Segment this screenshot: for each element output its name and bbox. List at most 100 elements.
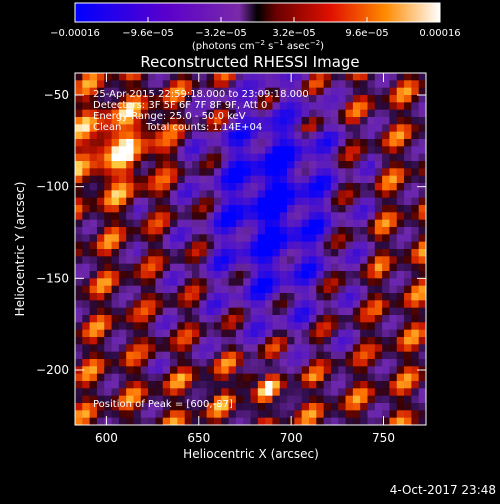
- heatmap-cell: [404, 373, 412, 382]
- heatmap-cell: [367, 359, 376, 367]
- heatmap-cell: [418, 212, 426, 221]
- heatmap-cell: [389, 271, 398, 279]
- heatmap-cell: [148, 373, 157, 382]
- heatmap-cell: [330, 109, 339, 118]
- heatmap-cell: [287, 168, 295, 177]
- heatmap-cell: [279, 197, 288, 206]
- heatmap-cell: [352, 315, 361, 323]
- heatmap-cell: [294, 153, 303, 162]
- heatmap-cell: [235, 359, 244, 367]
- heatmap-cell: [140, 388, 149, 397]
- heatmap-cell: [206, 271, 215, 279]
- heatmap-cell: [316, 197, 325, 206]
- heatmap-cell: [133, 256, 142, 265]
- heatmap-cell: [257, 205, 266, 213]
- heatmap-cell: [148, 139, 157, 147]
- heatmap-cell: [279, 168, 288, 177]
- heatmap-cell: [367, 73, 376, 81]
- heatmap-cell: [257, 271, 266, 279]
- heatmap-cell: [309, 417, 317, 425]
- heatmap-cell: [345, 285, 354, 294]
- heatmap-cell: [228, 241, 237, 250]
- heatmap-cell: [170, 102, 178, 111]
- heatmap-cell: [250, 410, 259, 419]
- heatmap-cell: [316, 366, 325, 375]
- heatmap-cell: [192, 227, 200, 235]
- heatmap-cell: [294, 366, 303, 375]
- heatmap-cell: [323, 109, 332, 118]
- heatmap-cell: [316, 373, 325, 382]
- heatmap-cell: [272, 344, 281, 353]
- plot-frame: [74, 72, 427, 426]
- heatmap-cell: [323, 249, 332, 257]
- heatmap-cell: [177, 366, 186, 375]
- heatmap-cell: [111, 263, 120, 272]
- heatmap-cell: [75, 131, 83, 140]
- heatmap-cell: [89, 146, 98, 155]
- heatmap-cell: [111, 234, 120, 243]
- heatmap-cell: [389, 410, 398, 419]
- heatmap-cell: [192, 263, 200, 272]
- heatmap-cell: [162, 278, 171, 287]
- heatmap-cell: [177, 95, 186, 103]
- heatmap-cell: [265, 102, 274, 111]
- heatmap-cell: [382, 139, 391, 147]
- heatmap-cell: [126, 307, 135, 316]
- heatmap-cell: [389, 315, 398, 323]
- heatmap-cell: [235, 293, 244, 301]
- heatmap-cell: [126, 197, 135, 206]
- heatmap-cell: [155, 190, 164, 199]
- heatmap-cell: [352, 417, 361, 425]
- heatmap-cell: [250, 285, 259, 294]
- heatmap-cell: [323, 329, 332, 338]
- heatmap-cell: [294, 395, 303, 404]
- heatmap-cell: [221, 307, 230, 316]
- heatmap-cell: [213, 102, 222, 111]
- heatmap-cell: [96, 300, 105, 309]
- heatmap-cell: [140, 381, 149, 389]
- heatmap-cell: [96, 315, 105, 323]
- heatmap-cell: [367, 322, 376, 331]
- heatmap-cell: [272, 95, 281, 103]
- heatmap-cell: [184, 146, 193, 155]
- heatmap-cell: [265, 139, 274, 147]
- heatmap-cell: [140, 351, 149, 360]
- heatmap-cell: [279, 124, 288, 133]
- heatmap-cell: [389, 337, 398, 345]
- heatmap-cell: [265, 403, 274, 411]
- heatmap-cell: [96, 153, 105, 162]
- heatmap-cell: [177, 183, 186, 191]
- heatmap-cell: [170, 395, 178, 404]
- heatmap-cell: [184, 359, 193, 367]
- heatmap-cell: [301, 271, 310, 279]
- heatmap-cell: [330, 271, 339, 279]
- heatmap-cell: [155, 395, 164, 404]
- heatmap-cell: [133, 293, 142, 301]
- heatmap-cell: [111, 271, 120, 279]
- heatmap-cell: [162, 205, 171, 213]
- heatmap-cell: [316, 95, 325, 103]
- heatmap-cell: [104, 388, 113, 397]
- heatmap-cell: [352, 205, 361, 213]
- heatmap-cell: [206, 366, 215, 375]
- heatmap-cell: [352, 175, 361, 184]
- heatmap-cell: [96, 80, 105, 89]
- heatmap-cell: [382, 366, 391, 375]
- heatmap-cell: [192, 271, 200, 279]
- heatmap-cell: [382, 388, 391, 397]
- heatmap-cell: [82, 234, 91, 243]
- heatmap-cell: [279, 403, 288, 411]
- heatmap-cell: [272, 366, 281, 375]
- heatmap-cell: [360, 109, 369, 118]
- heatmap-cell: [184, 117, 193, 125]
- heatmap-cell: [111, 315, 120, 323]
- heatmap-cell: [360, 351, 369, 360]
- heatmap-cell: [287, 109, 295, 118]
- heatmap-cell: [257, 249, 266, 257]
- heatmap-cell: [418, 395, 426, 404]
- heatmap-cell: [140, 139, 149, 147]
- heatmap-cell: [338, 337, 347, 345]
- heatmap-cell: [352, 197, 361, 206]
- heatmap-cell: [96, 410, 105, 419]
- heatmap-cell: [367, 410, 376, 419]
